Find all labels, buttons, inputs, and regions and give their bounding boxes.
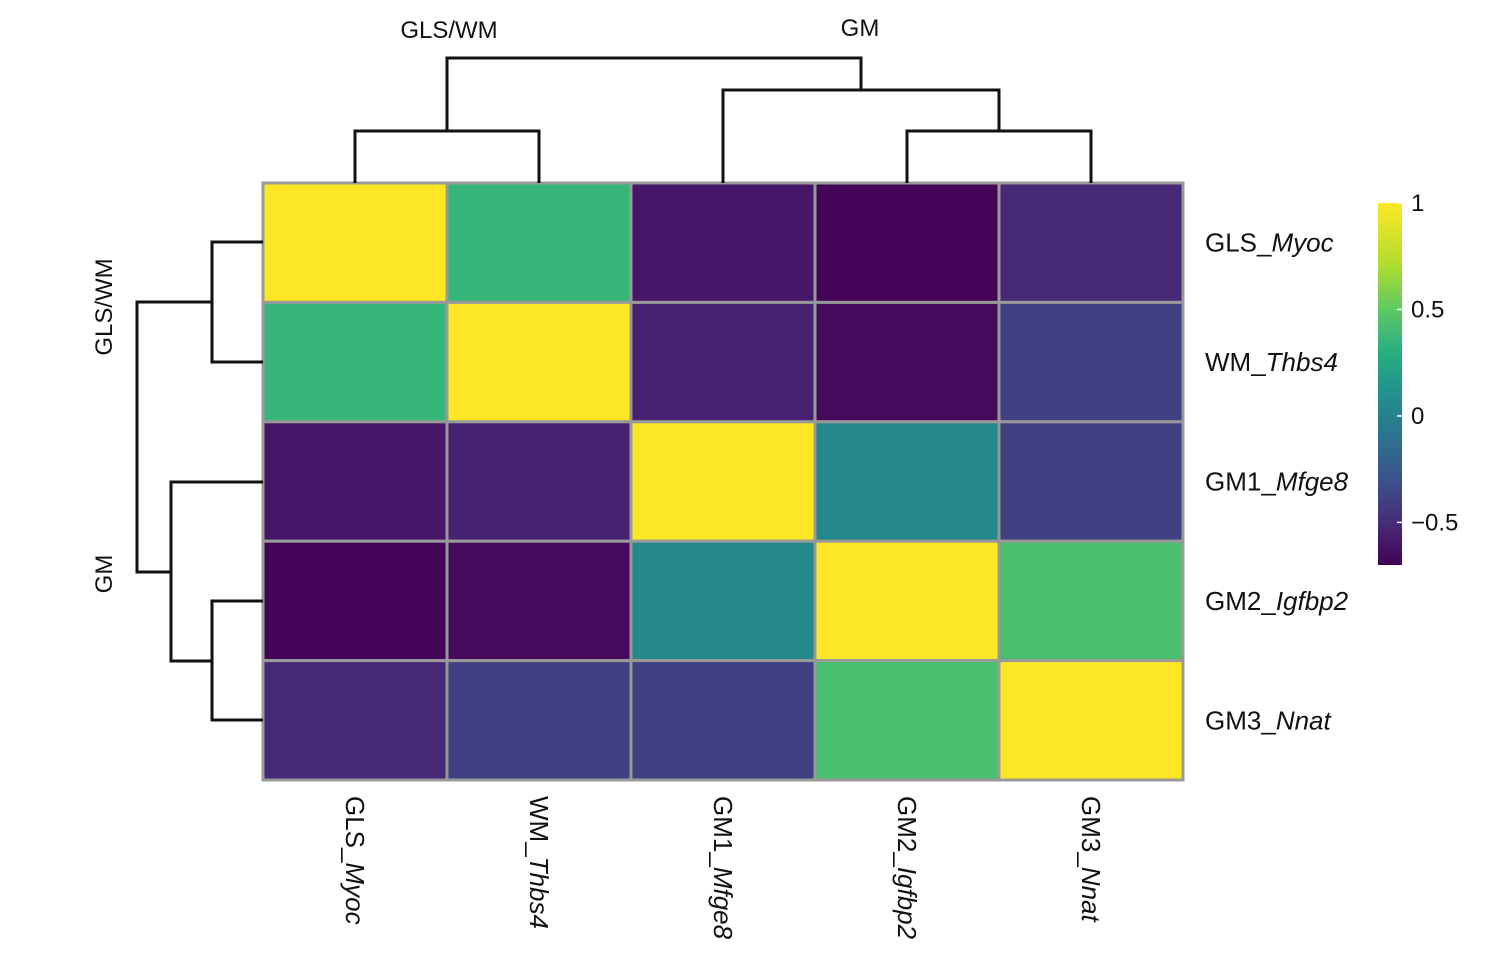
label-gene: Igfbp2 <box>892 867 922 940</box>
colorbar-tick-label: 0.5 <box>1411 296 1444 323</box>
column-label: GM3_Nnat <box>1076 796 1106 924</box>
colorbar-ticks: 1 0.5 0 −0.5 <box>1397 190 1458 536</box>
label-gene: Thbs4 <box>524 857 554 929</box>
label-gene: Nnat <box>1276 705 1333 735</box>
label-prefix: GM3_ <box>1076 796 1106 867</box>
column-label: GLS_Myoc <box>340 796 370 925</box>
heatmap-cell <box>997 420 1185 543</box>
heatmap-cell <box>997 300 1185 424</box>
heatmap-cell <box>261 300 449 424</box>
heatmap-cell <box>813 181 1001 304</box>
heatmap-cell <box>629 181 817 304</box>
row-label: WM_Thbs4 <box>1205 347 1338 377</box>
heatmap-cells <box>261 181 1185 782</box>
label-gene: Myoc <box>1272 228 1334 258</box>
label-gene: Mfge8 <box>1276 467 1349 497</box>
label-prefix: WM_ <box>1205 347 1266 377</box>
label-prefix: GM1_ <box>1205 467 1276 497</box>
heatmap-cell <box>445 420 633 543</box>
label-prefix: GLS_ <box>340 796 370 863</box>
colorbar-tick-label: −0.5 <box>1411 509 1458 536</box>
left-dendrogram-branch <box>135 300 212 574</box>
row-label: GM1_Mfge8 <box>1205 467 1349 497</box>
left-cluster-label: GLS/WM <box>91 258 118 355</box>
heatmap-cell <box>261 539 449 663</box>
heatmap-cell <box>629 420 817 543</box>
colorbar-tick-label: 1 <box>1411 190 1424 217</box>
heatmap-cell <box>813 300 1001 424</box>
label-gene: Nnat <box>1076 867 1106 924</box>
top-cluster-label: GLS/WM <box>400 17 497 44</box>
top-dendrogram-branch <box>353 129 541 183</box>
label-prefix: WM_ <box>524 796 554 857</box>
left-dendrogram-branch <box>210 599 263 722</box>
top-dendrogram <box>353 56 1093 183</box>
row-label: GM3_Nnat <box>1205 705 1333 735</box>
heatmap-cell <box>445 181 633 304</box>
label-gene: Thbs4 <box>1266 347 1338 377</box>
heatmap-cell <box>997 539 1185 663</box>
row-label: GM2_Igfbp2 <box>1205 586 1349 616</box>
heatmap-cell <box>813 659 1001 782</box>
heatmap-cell <box>261 181 449 304</box>
label-prefix: GM1_ <box>708 796 738 867</box>
left-dendrogram <box>135 240 263 722</box>
label-gene: Igfbp2 <box>1276 586 1349 616</box>
top-dendrogram-branch <box>445 56 863 131</box>
label-gene: Mfge8 <box>708 867 738 940</box>
column-label: WM_Thbs4 <box>524 796 554 929</box>
colorbar-tick-label: 0 <box>1411 403 1424 430</box>
heatmap-cell <box>629 300 817 424</box>
column-labels: GLS_Myoc WM_Thbs4 GM1_Mfge8 GM2_Igfbp2 GM3_N… <box>340 796 1106 940</box>
left-dendrogram-branch <box>210 240 263 364</box>
left-cluster-label: GM <box>91 555 118 594</box>
heatmap-cell <box>629 659 817 782</box>
left-dendrogram-branch <box>169 480 263 663</box>
label-prefix: GM2_ <box>892 796 922 867</box>
column-label: GM2_Igfbp2 <box>892 796 922 940</box>
heatmap-cell <box>813 539 1001 663</box>
row-labels: GLS_Myoc WM_Thbs4 GM1_Mfge8 GM2_Igfbp2 GM3_N… <box>1205 228 1349 736</box>
top-cluster-label: GM <box>841 15 880 42</box>
label-prefix: GM3_ <box>1205 705 1276 735</box>
row-label: GLS_Myoc <box>1205 228 1334 258</box>
heatmap-cell <box>261 420 449 543</box>
heatmap-cell <box>997 181 1185 304</box>
heatmap-cell <box>261 659 449 782</box>
heatmap-cell <box>997 659 1185 782</box>
heatmap-cell <box>445 659 633 782</box>
top-dendrogram-branch <box>721 88 1001 183</box>
top-dendrogram-branch <box>905 129 1093 183</box>
heatmap-cell <box>445 539 633 663</box>
heatmap-cell <box>445 300 633 424</box>
heatmap-cell <box>629 539 817 663</box>
label-prefix: GLS_ <box>1205 228 1272 258</box>
colorbar <box>1378 203 1402 565</box>
heatmap-cell <box>813 420 1001 543</box>
label-gene: Myoc <box>340 863 370 925</box>
column-label: GM1_Mfge8 <box>708 796 738 940</box>
label-prefix: GM2_ <box>1205 586 1276 616</box>
